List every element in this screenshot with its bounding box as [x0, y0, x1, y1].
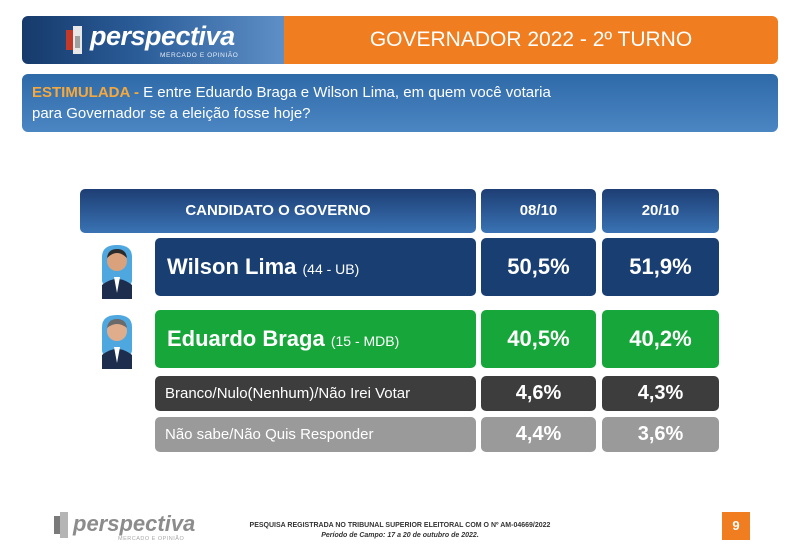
- header-logo-banner: perspectiva MERCADO E OPINIÃO: [22, 16, 284, 64]
- page-title: GOVERNADOR 2022 - 2º TURNO: [284, 16, 778, 64]
- header-logo-text: perspectiva: [90, 21, 235, 51]
- footer-logo-text: perspectiva: [73, 511, 196, 536]
- perspectiva-logo-icon: [66, 26, 82, 54]
- table-cell-value: 51,9%: [602, 238, 719, 296]
- candidate-name: Wilson Lima: [167, 254, 297, 279]
- table-cell-value: 50,5%: [481, 238, 596, 296]
- table-row-wilson-lima: Wilson Lima (44 - UB): [155, 238, 476, 296]
- candidate-name: Eduardo Braga: [167, 326, 325, 351]
- candidate-party: (15 - MDB): [330, 333, 400, 349]
- table-cell-value: 40,2%: [602, 310, 719, 368]
- wilson-lima-avatar-icon: [102, 245, 132, 299]
- column-header-date-1: 08/10: [481, 189, 596, 233]
- table-row-eduardo-braga: Eduardo Braga (15 - MDB): [155, 310, 476, 368]
- table-cell-value: 3,6%: [602, 417, 719, 452]
- table-cell-value: 40,5%: [481, 310, 596, 368]
- question-keyword: ESTIMULADA -: [32, 84, 139, 101]
- footer-period: Período de Campo: 17 a 20 de outubro de …: [321, 532, 479, 539]
- table-cell-value: 4,3%: [602, 376, 719, 411]
- table-row-nao-sabe: Não sabe/Não Quis Responder: [155, 417, 476, 452]
- candidate-party: (44 - UB): [302, 261, 360, 277]
- header-logo-subtext: MERCADO E OPINIÃO: [160, 52, 239, 59]
- question-text: ESTIMULADA - E entre Eduardo Braga e Wil…: [32, 82, 552, 124]
- question-body: E entre Eduardo Braga e Wilson Lima, em …: [32, 84, 551, 122]
- page-number: 9: [722, 512, 750, 540]
- column-header-candidate: CANDIDATO O GOVERNO: [80, 189, 476, 233]
- column-header-date-2: 20/10: [602, 189, 719, 233]
- table-cell-value: 4,4%: [481, 417, 596, 452]
- footer-registration: PESQUISA REGISTRADA NO TRIBUNAL SUPERIOR…: [249, 522, 551, 529]
- eduardo-braga-avatar-icon: [102, 315, 132, 369]
- table-row-branco-nulo: Branco/Nulo(Nenhum)/Não Irei Votar: [155, 376, 476, 411]
- footer-logo-icon: [54, 512, 68, 538]
- question-box: ESTIMULADA - E entre Eduardo Braga e Wil…: [22, 74, 778, 132]
- footer-logo-subtext: MERCADO E OPINIÃO: [118, 536, 185, 542]
- table-cell-value: 4,6%: [481, 376, 596, 411]
